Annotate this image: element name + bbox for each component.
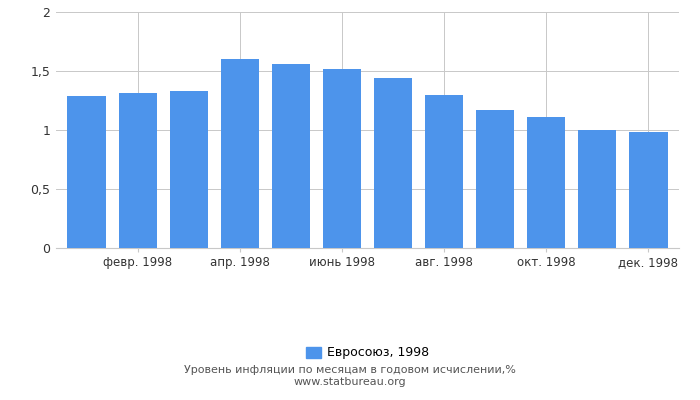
Legend: Евросоюз, 1998: Евросоюз, 1998 [301, 342, 434, 364]
Text: Уровень инфляции по месяцам в годовом исчислении,%: Уровень инфляции по месяцам в годовом ис… [184, 365, 516, 375]
Bar [323, 69, 361, 248]
Bar [527, 117, 566, 248]
Bar [220, 59, 259, 248]
Bar [629, 132, 668, 248]
Bar [169, 91, 208, 248]
Bar [578, 130, 617, 248]
Bar [272, 64, 310, 248]
Bar [67, 96, 106, 248]
Bar [425, 95, 463, 248]
Text: www.statbureau.org: www.statbureau.org [294, 377, 406, 387]
Bar [118, 94, 157, 248]
Bar [374, 78, 412, 248]
Bar [476, 110, 514, 248]
